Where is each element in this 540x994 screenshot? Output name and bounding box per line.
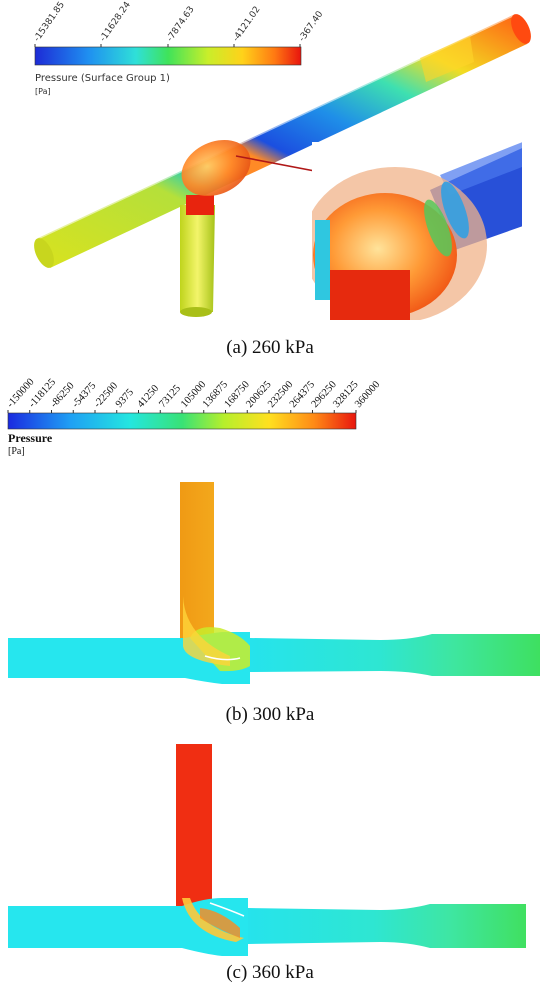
panel-a-legend-label: Pressure (Surface Group 1): [35, 73, 170, 84]
panel-a-3d-pressure-view: -15381.85 -11628.24 -7874.63 -4121.02 -3…: [0, 0, 540, 330]
panel-a-main-pipe: [34, 12, 531, 268]
panel-b-colorbar: [7, 412, 357, 430]
panel-b-horizontal-pipe: [8, 596, 540, 684]
panel-a-junction: [181, 139, 251, 197]
panel-a-tick-0: -15381.85: [32, 0, 67, 44]
panel-b-tick-label: 73125: [157, 383, 183, 410]
panel-c-pressure-view: [0, 738, 540, 960]
panel-a-figure: -15381.85 -11628.24 -7874.63 -4121.02 -3…: [32, 0, 531, 320]
panel-a-tick-4: -367.40: [297, 9, 325, 43]
panel-c-horizontal-pipe: [8, 898, 526, 956]
panel-b-caption: (b) 300 kPa: [225, 704, 315, 725]
panel-a-zoom-inset: [312, 142, 522, 320]
panel-c-caption: (c) 360 kPa: [226, 962, 314, 983]
panel-a-branch-pipe: [180, 195, 215, 317]
panel-a-colorbar: [34, 46, 302, 66]
panel-a-caption: (a) 260 kPa: [226, 337, 314, 358]
panel-a-tick-3: -4121.02: [231, 5, 262, 44]
panel-a-tick-1: -11628.24: [98, 0, 133, 44]
panel-b-pressure-view: -150000 -118125 -86250 -54375 -22500 9375 4125…: [0, 366, 540, 696]
panel-c-vertical-pipe: [176, 744, 212, 908]
panel-b-legend-label: Pressure: [8, 431, 53, 445]
panel-b-legend-unit: [Pa]: [8, 446, 25, 457]
panel-a-tick-2: -7874.63: [165, 5, 196, 44]
panel-a-legend: -15381.85 -11628.24 -7874.63 -4121.02 -3…: [32, 0, 325, 96]
panel-b-tick-label: 41250: [136, 383, 162, 410]
panel-a-legend-unit: [Pa]: [35, 87, 51, 96]
panel-c-figure: [8, 744, 526, 956]
